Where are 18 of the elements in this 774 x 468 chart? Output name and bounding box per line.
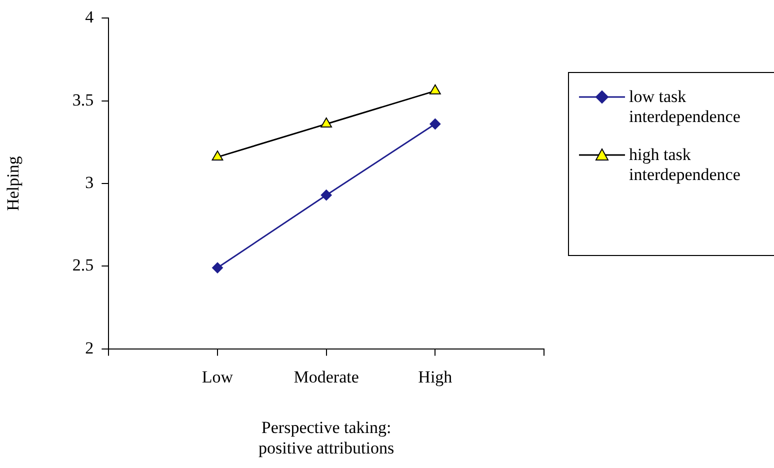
y-tick-label: 3 — [85, 172, 94, 192]
point — [212, 150, 224, 161]
y-tick-label: 2.5 — [72, 256, 94, 275]
y-tick-label: 4 — [85, 8, 94, 27]
x-tick-label: Moderate — [294, 367, 359, 386]
y-tick-label: 2 — [85, 338, 94, 358]
x-axis-title: Perspective taking: positive attributions — [258, 418, 394, 458]
y-tick-label: 3.5 — [72, 90, 94, 110]
x-tick-label: High — [418, 367, 453, 386]
point — [430, 118, 441, 130]
point — [320, 190, 332, 201]
legend-label: low task interdependence — [629, 87, 742, 127]
point — [212, 262, 223, 274]
legend-label: high task interdependence — [629, 145, 742, 185]
x-tick-label: Low — [202, 367, 234, 386]
y-axis-title: Helping — [4, 156, 23, 211]
point — [429, 84, 441, 94]
point — [320, 117, 332, 128]
